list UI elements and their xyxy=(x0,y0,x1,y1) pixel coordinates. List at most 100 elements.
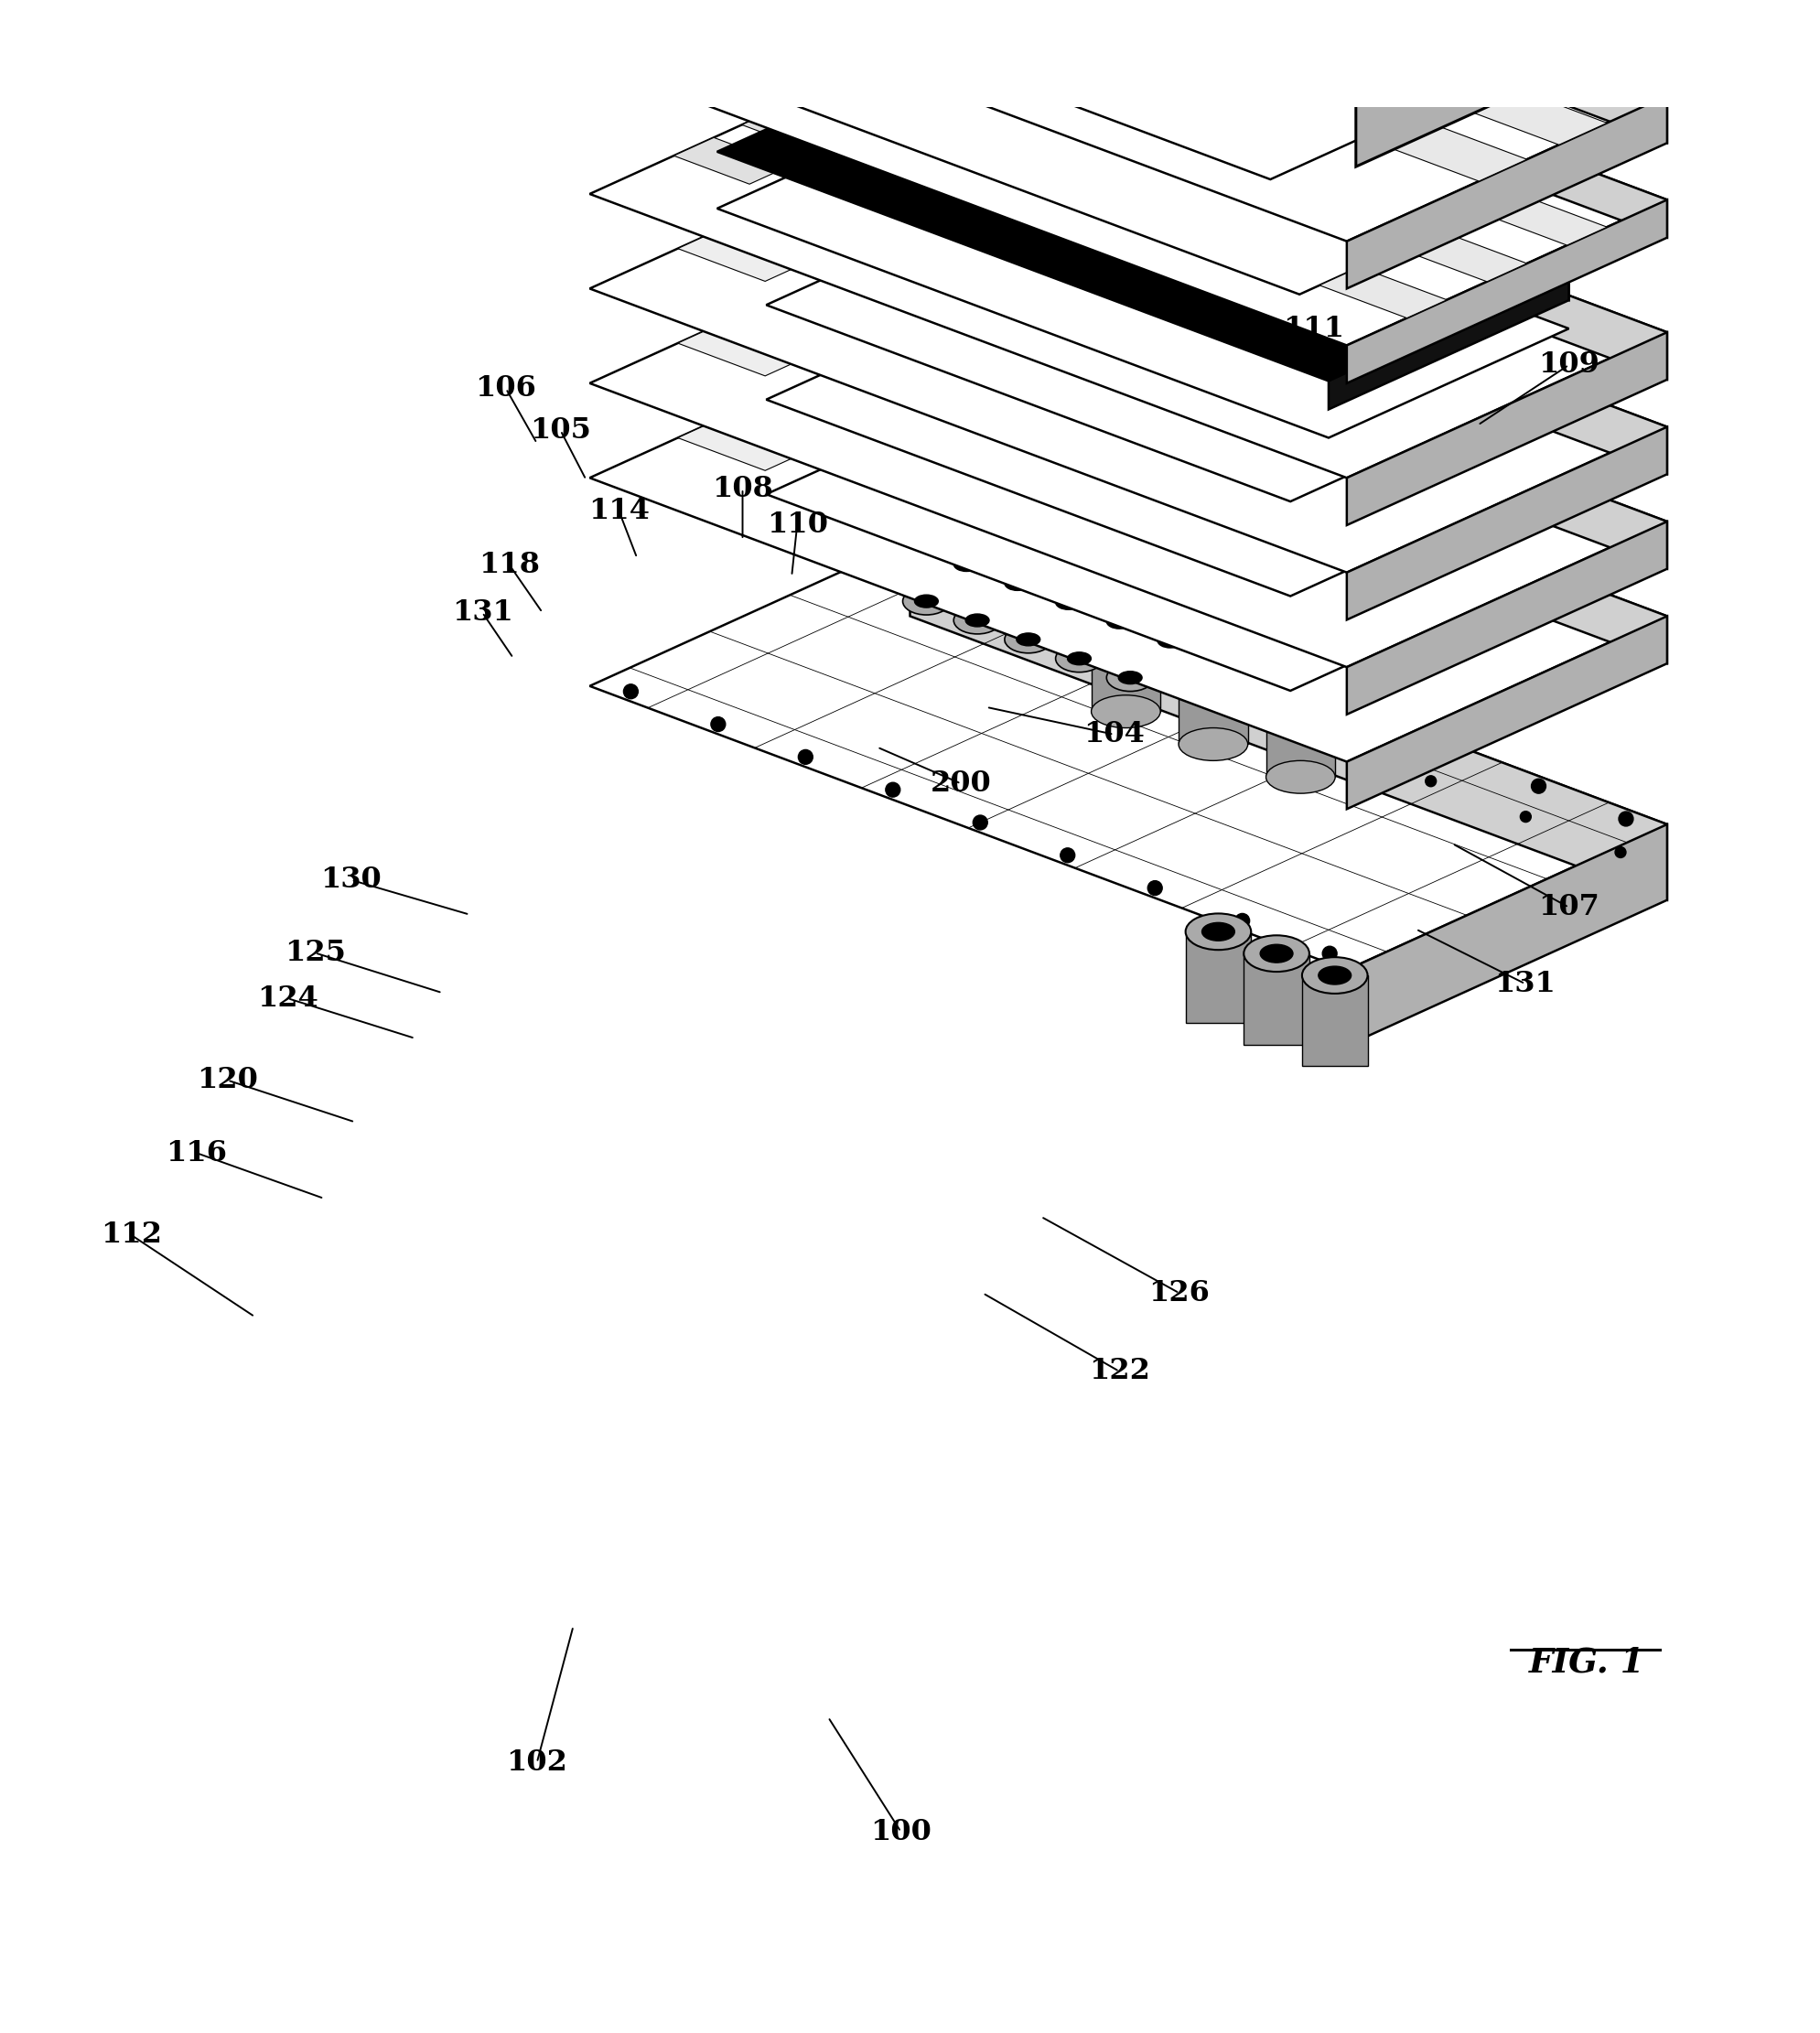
Text: 124: 124 xyxy=(257,984,318,1012)
Text: 120: 120 xyxy=(197,1065,258,1094)
Ellipse shape xyxy=(941,549,992,579)
Polygon shape xyxy=(1347,823,1667,1045)
Text: 112: 112 xyxy=(100,1220,162,1248)
Circle shape xyxy=(952,598,963,608)
Polygon shape xyxy=(590,541,1667,970)
Polygon shape xyxy=(590,142,1667,573)
Text: 102: 102 xyxy=(506,1748,568,1777)
Ellipse shape xyxy=(1158,632,1183,649)
Polygon shape xyxy=(910,541,1667,901)
Ellipse shape xyxy=(1267,760,1336,793)
Polygon shape xyxy=(1179,644,1249,744)
Polygon shape xyxy=(1329,272,1569,409)
Ellipse shape xyxy=(1179,728,1249,760)
Polygon shape xyxy=(541,0,1716,91)
Polygon shape xyxy=(746,0,1540,295)
Polygon shape xyxy=(1480,195,1607,246)
Circle shape xyxy=(1318,71,1336,89)
Ellipse shape xyxy=(1108,600,1145,622)
Polygon shape xyxy=(810,75,926,122)
Circle shape xyxy=(1150,8,1168,26)
Ellipse shape xyxy=(1179,624,1249,665)
Text: 116: 116 xyxy=(166,1138,228,1167)
Ellipse shape xyxy=(1092,695,1161,728)
Circle shape xyxy=(1330,740,1341,750)
Polygon shape xyxy=(743,106,857,152)
Text: 100: 100 xyxy=(870,1818,932,1846)
Text: 107: 107 xyxy=(1538,892,1600,921)
Polygon shape xyxy=(1392,126,1527,181)
Polygon shape xyxy=(1319,266,1447,317)
Polygon shape xyxy=(1472,89,1607,144)
Polygon shape xyxy=(619,0,1667,346)
Ellipse shape xyxy=(1092,592,1161,632)
Text: 126: 126 xyxy=(1148,1279,1210,1307)
Polygon shape xyxy=(1347,616,1667,809)
Circle shape xyxy=(624,685,639,699)
Polygon shape xyxy=(766,403,1491,691)
Ellipse shape xyxy=(1043,588,1094,616)
Ellipse shape xyxy=(965,614,988,626)
Polygon shape xyxy=(1243,953,1309,1045)
Polygon shape xyxy=(957,43,1569,301)
Polygon shape xyxy=(677,329,797,376)
Polygon shape xyxy=(797,368,917,417)
Circle shape xyxy=(1236,913,1250,927)
Polygon shape xyxy=(1347,199,1667,382)
Polygon shape xyxy=(590,238,1667,667)
Ellipse shape xyxy=(954,557,979,571)
Ellipse shape xyxy=(1196,632,1232,655)
Polygon shape xyxy=(717,100,1569,437)
Polygon shape xyxy=(1347,331,1667,525)
Circle shape xyxy=(1425,777,1436,787)
Circle shape xyxy=(1234,39,1252,57)
Circle shape xyxy=(1614,848,1625,858)
Text: 131: 131 xyxy=(451,598,513,626)
Circle shape xyxy=(1094,616,1108,630)
Text: 111: 111 xyxy=(1283,315,1345,344)
Polygon shape xyxy=(910,0,1667,142)
Polygon shape xyxy=(910,238,1667,569)
Polygon shape xyxy=(737,396,857,443)
Polygon shape xyxy=(1092,612,1161,712)
Ellipse shape xyxy=(1094,608,1145,636)
Circle shape xyxy=(712,718,726,732)
Polygon shape xyxy=(939,0,1667,238)
Polygon shape xyxy=(746,0,1511,179)
Circle shape xyxy=(1236,705,1247,716)
Polygon shape xyxy=(910,331,1667,663)
Ellipse shape xyxy=(1005,626,1052,653)
Polygon shape xyxy=(766,309,1491,596)
Polygon shape xyxy=(797,179,917,228)
Circle shape xyxy=(974,815,988,829)
Polygon shape xyxy=(1267,677,1336,777)
Text: 105: 105 xyxy=(530,417,592,445)
Polygon shape xyxy=(677,423,797,470)
Polygon shape xyxy=(677,234,797,281)
Text: 131: 131 xyxy=(1494,970,1556,998)
Polygon shape xyxy=(910,142,1667,474)
Ellipse shape xyxy=(1067,653,1090,665)
Polygon shape xyxy=(673,138,790,185)
Ellipse shape xyxy=(992,569,1043,598)
Ellipse shape xyxy=(1185,913,1250,949)
Circle shape xyxy=(1618,811,1633,825)
Circle shape xyxy=(1531,779,1545,793)
Circle shape xyxy=(1181,649,1196,663)
Circle shape xyxy=(1061,848,1076,862)
Text: 125: 125 xyxy=(284,939,346,968)
Text: 130: 130 xyxy=(320,866,382,895)
Ellipse shape xyxy=(915,596,939,608)
Circle shape xyxy=(1356,714,1370,728)
Circle shape xyxy=(886,783,901,797)
Circle shape xyxy=(1148,880,1163,895)
Ellipse shape xyxy=(1267,657,1336,697)
Text: 106: 106 xyxy=(475,374,537,403)
Ellipse shape xyxy=(1107,665,1154,691)
Text: 114: 114 xyxy=(588,496,650,525)
Ellipse shape xyxy=(1117,671,1143,683)
Polygon shape xyxy=(1301,976,1367,1067)
Ellipse shape xyxy=(1016,632,1039,646)
Ellipse shape xyxy=(1283,667,1319,687)
Circle shape xyxy=(1006,581,1021,598)
